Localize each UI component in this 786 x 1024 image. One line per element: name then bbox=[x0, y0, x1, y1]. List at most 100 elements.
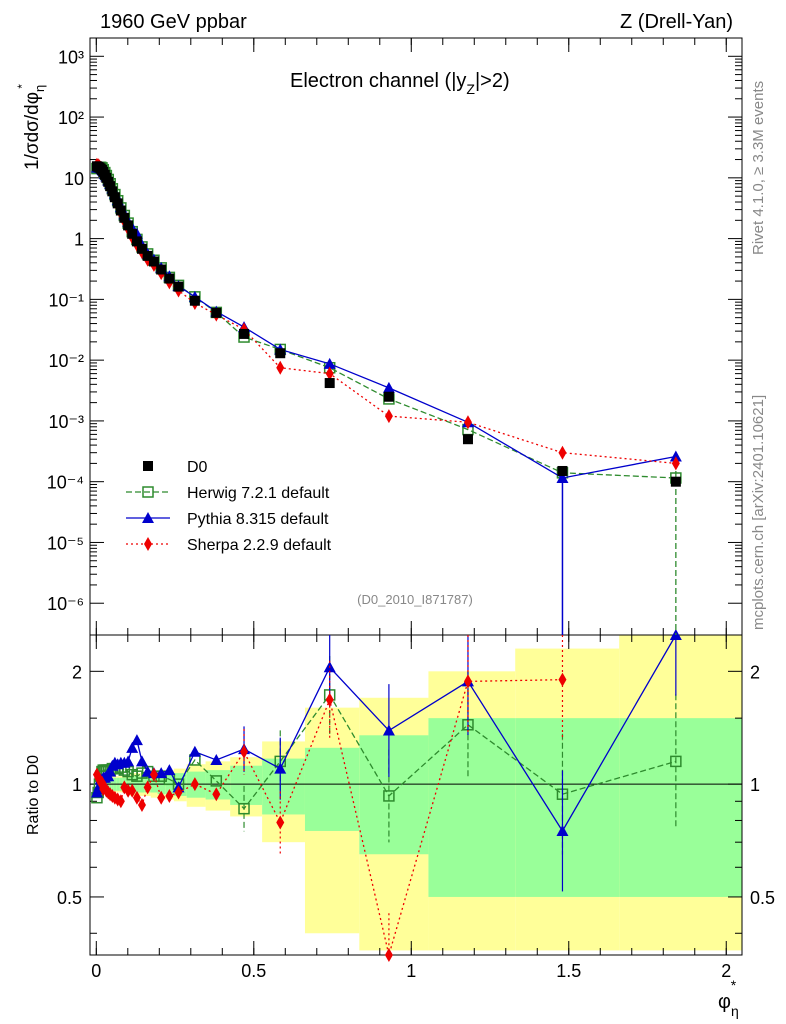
y-tick-label: 10⁻³ bbox=[48, 412, 84, 432]
ratio-tick-label-right: 0.5 bbox=[750, 888, 775, 908]
herwig-ratio-point bbox=[238, 802, 250, 815]
sherpa-ratio-point bbox=[143, 780, 152, 795]
mcplots-label: mcplots.cern.ch [arXiv:2401.10621] bbox=[750, 395, 767, 630]
svg-text:1/σdσ/dφη*: 1/σdσ/dφη* bbox=[15, 84, 47, 170]
pythia-ratio-point bbox=[556, 824, 569, 836]
pythia-ratio-point bbox=[382, 724, 395, 736]
sherpa-ratio-point bbox=[276, 815, 285, 830]
main-ylabel-sup: * bbox=[15, 84, 29, 89]
herwig-ratio-point bbox=[210, 775, 223, 787]
legend-label-pythia: Pythia 8.315 default bbox=[187, 511, 329, 528]
pythia-ratio-point bbox=[155, 767, 168, 779]
data-main-point bbox=[136, 243, 147, 254]
data-main-point bbox=[156, 264, 167, 275]
y-tick-label: 10 bbox=[64, 169, 84, 189]
data-main-point bbox=[131, 236, 142, 247]
pythia-ratio-point bbox=[126, 741, 139, 753]
data-main-point bbox=[173, 281, 184, 292]
data-main-point bbox=[211, 307, 222, 318]
ratio-tick-label: 0.5 bbox=[57, 888, 82, 908]
data-main-point bbox=[164, 273, 175, 284]
sherpa-main-point bbox=[384, 409, 393, 424]
data-main-point bbox=[107, 186, 118, 197]
channel-label: Electron channel (|yZ|>2) bbox=[290, 70, 510, 97]
pythia-ratio-point bbox=[188, 745, 201, 757]
data-main-point bbox=[148, 256, 159, 267]
legend-marker-sherpa bbox=[144, 537, 152, 551]
legend: D0 Herwig 7.2.1 default Pythia 8.315 defau… bbox=[126, 459, 332, 554]
x-axis-label: φη* bbox=[718, 977, 739, 1019]
herwig-main-line bbox=[96, 166, 676, 479]
sherpa-ratio-point bbox=[124, 783, 133, 798]
collider-title: 1960 GeV ppbar bbox=[100, 11, 247, 33]
data-main-point bbox=[142, 250, 153, 261]
main-y-label: 1/σdσ/dφη* bbox=[15, 84, 47, 170]
y-tick-label: 10³ bbox=[58, 47, 84, 67]
band-inner bbox=[230, 765, 263, 805]
sherpa-ratio-point bbox=[190, 777, 199, 792]
axes-frame: 0 0.5 1 1.5 2 10⁻⁶ 10⁻⁵ 10⁻⁴ 10⁻³ 10⁻² 10⁻¹ 1 10 10² 1… bbox=[47, 37, 775, 981]
band-inner bbox=[262, 758, 305, 815]
legend-marker-pythia bbox=[142, 512, 154, 523]
data-main-point bbox=[324, 378, 335, 389]
ratio-tick-label-right: 1 bbox=[750, 775, 760, 795]
data-main-point bbox=[109, 192, 120, 203]
x-tick-label: 0 bbox=[91, 961, 101, 981]
pythia-ratio-point bbox=[122, 755, 135, 767]
sherpa-ratio-point bbox=[116, 794, 125, 809]
analysis-id: (D0_2010_I871787) bbox=[357, 592, 473, 607]
y-tick-label: 10⁻⁴ bbox=[47, 473, 84, 493]
y-tick-label: 10² bbox=[58, 108, 84, 128]
legend-marker-data bbox=[143, 461, 153, 471]
y-tick-label: 10⁻⁵ bbox=[47, 533, 84, 553]
data-main-point bbox=[127, 228, 138, 239]
data-main-point bbox=[105, 181, 116, 192]
sherpa-ratio-point bbox=[240, 744, 249, 759]
sherpa-ratio-point bbox=[165, 788, 174, 803]
pythia-ratio-point bbox=[104, 765, 117, 777]
legend-label-herwig: Herwig 7.2.1 default bbox=[187, 485, 330, 502]
x-tick-label: 1 bbox=[406, 961, 416, 981]
pythia-ratio-point bbox=[130, 734, 143, 746]
sherpa-ratio-point bbox=[558, 672, 567, 687]
sherpa-ratio-point bbox=[463, 674, 472, 689]
ratio-tick-label: 1 bbox=[72, 775, 82, 795]
data-main-point bbox=[670, 476, 681, 487]
pythia-ratio-point bbox=[135, 755, 148, 767]
y-tick-label: 10⁻¹ bbox=[48, 290, 84, 310]
pythia-main-point bbox=[669, 450, 682, 462]
ratio-uncertainty-bands bbox=[96, 635, 742, 951]
data-main-point bbox=[383, 391, 394, 402]
pythia-ratio-point bbox=[210, 753, 223, 765]
herwig-ratio-point bbox=[670, 755, 682, 768]
y-tick-label: 10⁻⁶ bbox=[47, 594, 84, 614]
pythia-main-point bbox=[323, 357, 336, 369]
pythia-main-point bbox=[382, 381, 395, 393]
sherpa-ratio-point bbox=[325, 692, 334, 707]
data-main-point bbox=[115, 205, 126, 216]
sherpa-ratio-point bbox=[132, 790, 141, 805]
band-inner bbox=[515, 718, 620, 897]
sherpa-ratio-point bbox=[174, 785, 183, 800]
data-main-point bbox=[123, 220, 134, 231]
sherpa-ratio-point bbox=[384, 948, 393, 962]
band-inner bbox=[304, 747, 360, 831]
sherpa-main-point bbox=[325, 366, 334, 381]
y-tick-label: 10⁻² bbox=[48, 351, 84, 371]
pythia-ratio-point bbox=[163, 764, 176, 776]
sherpa-ratio-point bbox=[157, 790, 166, 805]
sherpa-ratio-point bbox=[149, 767, 158, 782]
ratio-tick-label-right: 2 bbox=[750, 662, 760, 682]
ratio-y-label: Ratio to D0 bbox=[25, 755, 42, 835]
ratio-tick-label: 2 bbox=[72, 662, 82, 682]
sherpa-main-point bbox=[463, 415, 472, 430]
legend-label-data: D0 bbox=[187, 459, 208, 476]
pythia-main-point bbox=[556, 471, 569, 483]
data-main-point bbox=[239, 328, 250, 339]
sherpa-ratio-point bbox=[212, 787, 221, 802]
data-main-point bbox=[557, 465, 568, 476]
sherpa-main-point bbox=[558, 445, 567, 460]
rivet-label: Rivet 4.1.0, ≥ 3.3M events bbox=[750, 81, 767, 255]
data-main-point bbox=[119, 212, 130, 223]
